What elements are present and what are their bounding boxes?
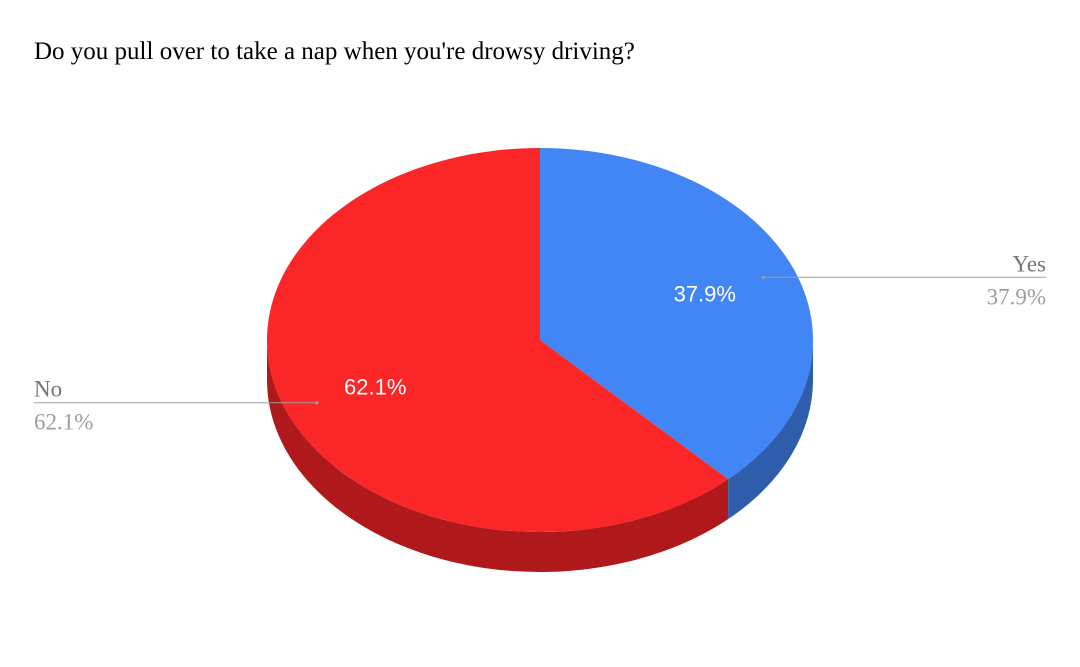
callout-percent-yes: 37.9% — [987, 284, 1046, 309]
slice-no — [267, 148, 729, 532]
callout-label-yes: Yes — [1013, 251, 1047, 276]
pie-side-walls — [267, 340, 814, 573]
slice-percent-label-no: 62.1% — [344, 374, 406, 399]
slice-yes — [540, 148, 813, 480]
slice-percent-label-yes: 37.9% — [674, 282, 736, 307]
callout-label-no: No — [34, 377, 62, 402]
slice-side-no — [267, 340, 729, 573]
leader-dot-yes — [761, 275, 765, 279]
leader-dot-no — [315, 401, 319, 405]
chart-title: Do you pull over to take a nap when you'… — [34, 38, 635, 65]
slice-percent-labels: 37.9% 62.1% — [344, 282, 736, 400]
pie-slices — [267, 148, 813, 532]
slice-callouts: Yes 37.9% No 62.1% — [34, 251, 1047, 435]
slice-side-yes — [728, 340, 814, 520]
callout-percent-no: 62.1% — [34, 410, 93, 435]
